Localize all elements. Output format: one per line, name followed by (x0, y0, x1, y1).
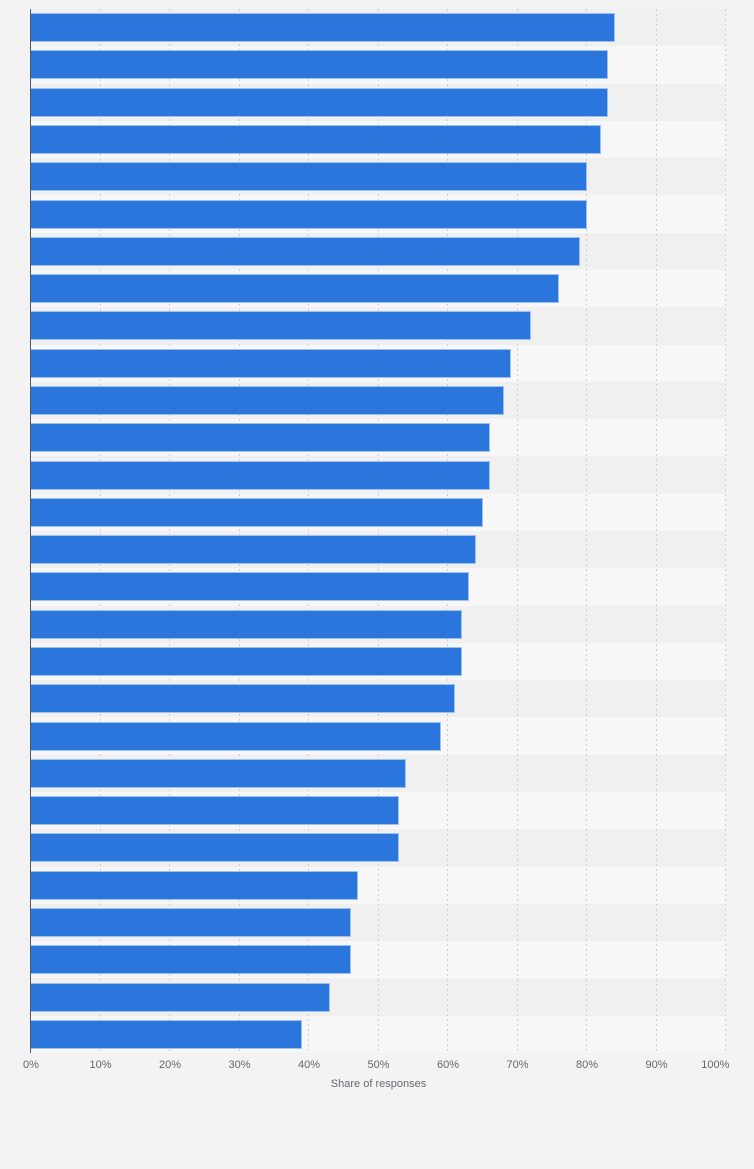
x-tick-label: 80% (575, 1059, 599, 1071)
bar (31, 982, 330, 1012)
x-tick-label: 70% (506, 1059, 529, 1071)
bar (31, 796, 400, 826)
x-tick-label: 100% (701, 1059, 730, 1071)
bar (31, 945, 351, 975)
x-tick-label: 60% (436, 1059, 460, 1071)
gridline (516, 9, 518, 1053)
bar (31, 535, 476, 565)
bar (31, 721, 442, 751)
bar (31, 870, 358, 900)
bar (31, 162, 587, 192)
bar (31, 199, 587, 229)
x-axis-title: Share of responses (330, 1078, 427, 1090)
x-tick-label: 0% (23, 1059, 39, 1071)
gridline (447, 9, 448, 1053)
bar (31, 1019, 303, 1049)
bar (31, 236, 581, 266)
x-tick-label: 20% (158, 1059, 182, 1071)
x-tick-label: 30% (228, 1059, 251, 1071)
bar (31, 274, 560, 304)
gridline (725, 9, 726, 1053)
gridline (238, 9, 240, 1053)
bar (31, 348, 511, 378)
bar (31, 13, 615, 43)
bar (31, 87, 608, 117)
x-tick-label: 50% (367, 1059, 390, 1071)
plot-area (29, 9, 726, 1053)
bar (31, 572, 469, 602)
gridline (655, 9, 657, 1053)
bar (31, 833, 400, 863)
y-axis-line (29, 9, 31, 1053)
x-tick-label: 90% (645, 1059, 668, 1071)
bar (31, 311, 532, 341)
bar (31, 386, 504, 415)
gridline (377, 9, 379, 1053)
bar (31, 125, 601, 154)
x-tick-label: 40% (297, 1059, 321, 1071)
gridline (169, 9, 170, 1053)
gridline (99, 9, 101, 1053)
bar (31, 758, 407, 788)
x-tick-label: 10% (89, 1059, 112, 1071)
bar (31, 50, 608, 80)
bar (31, 497, 483, 527)
bar (31, 609, 462, 639)
bar (31, 460, 490, 490)
bar (31, 908, 351, 937)
bar (31, 647, 462, 676)
gridline (586, 9, 587, 1053)
bar (31, 684, 455, 714)
gridline (308, 9, 309, 1053)
bar (31, 423, 490, 453)
